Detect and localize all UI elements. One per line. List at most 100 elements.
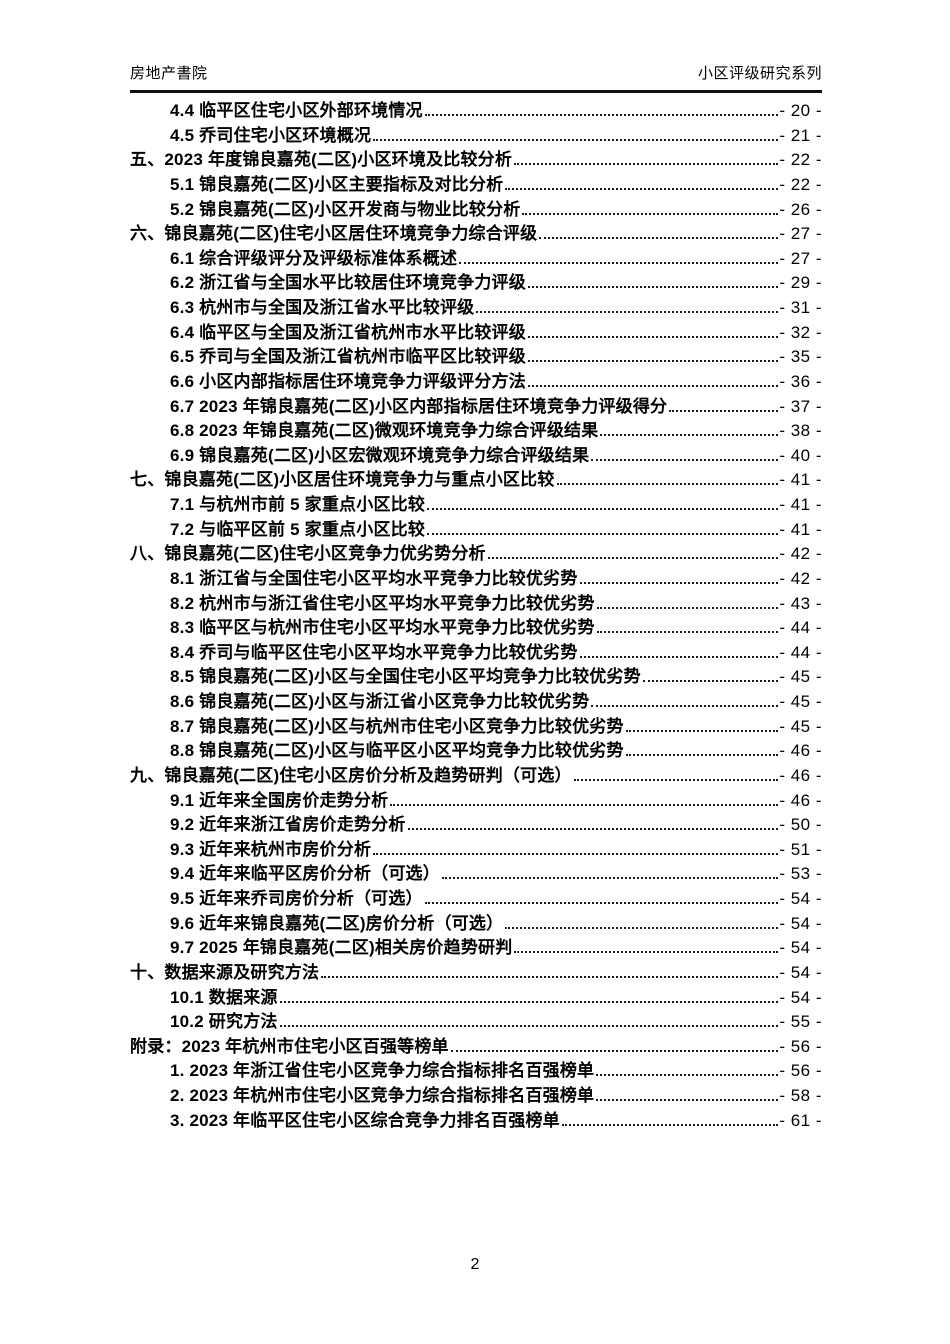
toc-entry-page: - 56 - — [779, 1061, 822, 1081]
toc-entry-page: - 58 - — [779, 1086, 822, 1105]
toc-entry[interactable]: 8.3 临平区与杭州市住宅小区平均水平竞争力比较优劣势 - 44 - — [130, 616, 822, 641]
toc-entry-page: - 40 - — [779, 445, 822, 465]
toc-entry-label: 8.6 锦良嘉苑(二区)小区与浙江省小区竞争力比较优劣势 — [170, 692, 590, 711]
toc-entry-page: - 56 - — [779, 1036, 822, 1056]
toc-entry[interactable]: 八、锦良嘉苑(二区)住宅小区竞争力优劣势分析 - 42 - — [130, 542, 822, 567]
toc-entry[interactable]: 3. 2023 年临平区住宅小区综合竞争力排名百强榜单 - 61 - — [130, 1109, 822, 1134]
toc-entry-page: - 32 - — [779, 322, 822, 342]
toc-entry-page: - 46 - — [779, 765, 822, 785]
toc-entry[interactable]: 6.8 2023 年锦良嘉苑(二区)微观环境竞争力综合评级结果 - 38 - — [130, 419, 822, 444]
toc-entry[interactable]: 8.1 浙江省与全国住宅小区平均水平竞争力比较优劣势 - 42 - — [130, 567, 822, 592]
toc-entry-label: 10.2 研究方法 — [170, 1012, 278, 1032]
toc-entry[interactable]: 十、数据来源及研究方法 - 54 - — [130, 961, 822, 986]
toc-entry-page: - 42 - — [779, 544, 822, 564]
toc-entry[interactable]: 6.1 综合评级评分及评级标准体系概述 - 27 - — [130, 247, 822, 272]
dot-leader — [539, 236, 779, 240]
toc-entry[interactable]: 8.8 锦良嘉苑(二区)小区与临平区小区平均竞争力比较优劣势 - 46 - — [130, 739, 822, 764]
toc-entry[interactable]: 五、2023 年度锦良嘉苑(二区)小区环境及比较分析 - 22 - — [130, 148, 822, 173]
toc-entry[interactable]: 4.4 临平区住宅小区外部环境情况 - 20 - — [130, 99, 822, 124]
toc-entry[interactable]: 5.2 锦良嘉苑(二区)小区开发商与物业比较分析 - 26 - — [130, 198, 822, 223]
toc-entry[interactable]: 6.5 乔司与全国及浙江省杭州市临平区比较评级 - 35 - — [130, 345, 822, 370]
toc-entry[interactable]: 六、锦良嘉苑(二区)住宅小区居住环境竞争力综合评级 - 27 - — [130, 222, 822, 247]
toc-entry[interactable]: 七、锦良嘉苑(二区)小区居住环境竞争力与重点小区比较 - 41 - — [130, 468, 822, 493]
dot-leader — [642, 679, 779, 683]
toc-entry-label: 3. 2023 年临平区住宅小区综合竞争力排名百强榜单 — [170, 1110, 560, 1130]
toc-entry[interactable]: 6.4 临平区与全国及浙江省杭州市水平比较评级 - 32 - — [130, 321, 822, 346]
toc-entry-page: - 50 - — [779, 815, 822, 835]
toc-entry[interactable]: 10.2 研究方法 - 55 - — [130, 1010, 822, 1035]
toc-entry-page: - 44 - — [779, 642, 822, 662]
toc-entry-page: - 54 - — [779, 889, 822, 908]
toc-entry[interactable]: 8.6 锦良嘉苑(二区)小区与浙江省小区竞争力比较优劣势 - 45 - — [130, 690, 822, 715]
toc-entry[interactable]: 8.2 杭州市与浙江省住宅小区平均水平竞争力比较优劣势 - 43 - — [130, 592, 822, 617]
toc-entry-page: - 55 - — [779, 1012, 822, 1032]
dot-leader — [427, 532, 779, 535]
dot-leader — [407, 827, 779, 831]
toc-entry-label: 6.6 小区内部指标居住环境竞争力评级评分方法 — [170, 371, 526, 391]
toc-entry-page: - 29 - — [779, 273, 822, 293]
toc-entry-page: - 43 - — [779, 593, 822, 613]
dot-leader — [527, 384, 779, 387]
dot-leader — [596, 630, 779, 634]
toc-entry[interactable]: 6.7 2023 年锦良嘉苑(二区)小区内部指标居住环境竞争力评级得分 - 37 … — [130, 395, 822, 420]
toc-entry[interactable]: 8.4 乔司与临平区住宅小区平均水平竞争力比较优劣势 - 44 - — [130, 641, 822, 666]
dot-leader — [373, 852, 779, 855]
toc-entry[interactable]: 9.1 近年来全国房价走势分析 - 46 - — [130, 789, 822, 814]
toc-entry[interactable]: 9.4 近年来临平区房价分析（可选） - 53 - — [130, 862, 822, 887]
toc-entry-page: - 38 - — [779, 421, 822, 441]
toc-entry[interactable]: 6.2 浙江省与全国水平比较居住环境竞争力评级 - 29 - — [130, 271, 822, 296]
toc-entry-page: - 54 - — [779, 913, 822, 933]
dot-leader — [321, 975, 779, 978]
toc-entry-label: 7.2 与临平区前 5 家重点小区比较 — [170, 519, 426, 539]
toc-entry-page: - 53 - — [779, 864, 822, 884]
toc-entry[interactable]: 8.5 锦良嘉苑(二区)小区与全国住宅小区平均竞争力比较优劣势 - 45 - — [130, 665, 822, 690]
toc-entry[interactable]: 9.5 近年来乔司房价分析（可选） - 54 - — [130, 887, 822, 912]
toc-entry[interactable]: 8.7 锦良嘉苑(二区)小区与杭州市住宅小区竞争力比较优劣势 - 45 - — [130, 715, 822, 740]
toc-entry-label: 8.2 杭州市与浙江省住宅小区平均水平竞争力比较优劣势 — [170, 593, 595, 613]
toc-entry[interactable]: 10.1 数据来源 - 54 - — [130, 986, 822, 1011]
dot-leader — [505, 926, 779, 929]
toc-entry-label: 8.8 锦良嘉苑(二区)小区与临平区小区平均竞争力比较优劣势 — [170, 741, 624, 761]
toc-entry[interactable]: 6.6 小区内部指标居住环境竞争力评级评分方法 - 36 - — [130, 370, 822, 395]
dot-leader — [561, 1123, 779, 1126]
toc-entry[interactable]: 2. 2023 年杭州市住宅小区竞争力综合指标排名百强榜单 - 58 - — [130, 1084, 822, 1109]
toc-entry[interactable]: 附录：2023 年杭州市住宅小区百强等榜单 - 56 - — [130, 1035, 822, 1060]
toc-entry-label: 8.1 浙江省与全国住宅小区平均水平竞争力比较优劣势 — [170, 568, 578, 588]
toc-entry-label: 9.2 近年来浙江省房价走势分析 — [170, 815, 406, 835]
dot-leader — [514, 950, 779, 954]
dot-leader — [596, 1073, 779, 1077]
dot-leader — [487, 556, 779, 560]
toc-entry[interactable]: 5.1 锦良嘉苑(二区)小区主要指标及对比分析 - 22 - — [130, 173, 822, 198]
dot-leader — [591, 704, 779, 707]
toc-entry-label: 6.7 2023 年锦良嘉苑(二区)小区内部指标居住环境竞争力评级得分 — [170, 396, 668, 416]
dot-leader — [579, 655, 779, 658]
toc-entry-page: - 35 - — [779, 347, 822, 367]
toc-entry[interactable]: 九、锦良嘉苑(二区)住宅小区房价分析及趋势研判（可选） - 46 - — [130, 764, 822, 789]
toc-entry[interactable]: 6.3 杭州市与全国及浙江省水平比较评级 - 31 - — [130, 296, 822, 321]
toc-entry-label: 6.9 锦良嘉苑(二区)小区宏微观环境竞争力综合评级结果 — [170, 445, 590, 465]
toc-entry[interactable]: 1. 2023 年浙江省住宅小区竞争力综合指标排名百强榜单 - 56 - — [130, 1059, 822, 1084]
toc-entry[interactable]: 9.6 近年来锦良嘉苑(二区)房价分析（可选） - 54 - — [130, 912, 822, 937]
toc-entry[interactable]: 7.1 与杭州市前 5 家重点小区比较 - 41 - — [130, 493, 822, 518]
dot-leader — [669, 409, 779, 412]
toc-entry[interactable]: 9.3 近年来杭州市房价分析 - 51 - — [130, 838, 822, 863]
toc-entry-page: - 21 - — [779, 125, 822, 145]
toc-entry-page: - 61 - — [779, 1110, 822, 1130]
dot-leader — [527, 359, 779, 363]
dot-leader — [279, 1000, 779, 1003]
toc-entry-page: - 54 - — [779, 962, 822, 982]
dot-leader — [505, 187, 779, 190]
toc-entry[interactable]: 9.7 2025 年锦良嘉苑(二区)相关房价趋势研判 - 54 - — [130, 936, 822, 961]
toc-entry-label: 8.3 临平区与杭州市住宅小区平均水平竞争力比较优劣势 — [170, 618, 595, 638]
toc-entry-page: - 31 - — [779, 298, 822, 317]
toc-entry[interactable]: 9.2 近年来浙江省房价走势分析 - 50 - — [130, 813, 822, 838]
toc-entry-page: - 45 - — [779, 667, 822, 687]
toc-entry[interactable]: 4.5 乔司住宅小区环境概况 - 21 - — [130, 124, 822, 149]
toc-entry[interactable]: 7.2 与临平区前 5 家重点小区比较 - 41 - — [130, 518, 822, 543]
footer-page-number: 2 — [470, 1256, 480, 1273]
toc-entry-label: 9.1 近年来全国房价走势分析 — [170, 790, 389, 810]
toc-entry-label: 9.5 近年来乔司房价分析（可选） — [170, 889, 423, 908]
header-right-title: 小区评级研究系列 — [697, 65, 822, 82]
dot-leader — [390, 803, 779, 806]
toc-entry[interactable]: 6.9 锦良嘉苑(二区)小区宏微观环境竞争力综合评级结果 - 40 - — [130, 444, 822, 469]
